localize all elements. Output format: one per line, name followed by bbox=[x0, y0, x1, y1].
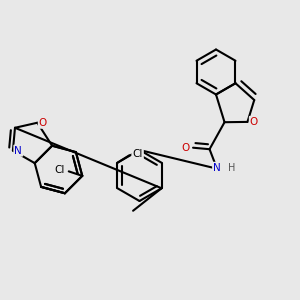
Text: Cl: Cl bbox=[55, 165, 65, 175]
Text: Cl: Cl bbox=[132, 149, 143, 159]
Text: O: O bbox=[181, 143, 189, 153]
Text: O: O bbox=[39, 118, 47, 128]
Text: N: N bbox=[213, 163, 221, 173]
Text: N: N bbox=[14, 146, 22, 156]
Text: O: O bbox=[250, 117, 258, 127]
Text: H: H bbox=[228, 163, 236, 173]
